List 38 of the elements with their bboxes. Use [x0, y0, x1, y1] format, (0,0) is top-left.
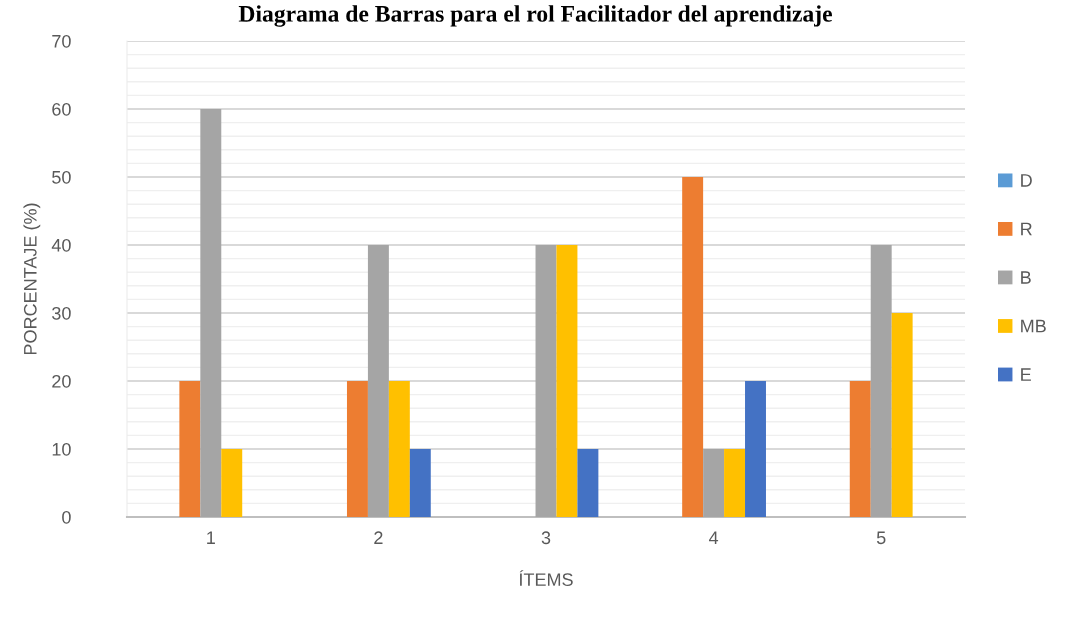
bar — [221, 449, 243, 517]
bar — [556, 245, 578, 517]
legend-label: MB — [1021, 319, 1046, 333]
x-tick-label: 5 — [876, 531, 886, 545]
y-tick-label: 10 — [52, 442, 71, 456]
bar — [577, 449, 599, 517]
y-tick-label: 0 — [62, 510, 71, 524]
bar — [703, 449, 725, 517]
x-tick-label: 1 — [207, 531, 215, 544]
legend-label: D — [1021, 174, 1032, 187]
bar — [367, 245, 389, 517]
y-tick-label: 50 — [52, 170, 71, 184]
x-tick-label: 3 — [541, 531, 551, 545]
bar — [409, 449, 431, 517]
x-tick-label: 2 — [374, 531, 383, 544]
x-axis-title: ÍTEMS — [519, 570, 573, 586]
y-axis-title: PORCENTAJE (%) — [23, 203, 41, 355]
bar — [346, 381, 368, 517]
bar — [179, 381, 201, 517]
chart-title: Diagrama de Barras para el rol Facilitador del aprendizaje — [238, 5, 832, 27]
x-tick-label: 4 — [708, 531, 719, 544]
y-tick-label: 70 — [52, 34, 71, 48]
bar — [388, 381, 410, 517]
legend-label: B — [1021, 271, 1031, 284]
y-tick-label: 20 — [52, 374, 71, 388]
legend-label: R — [1021, 222, 1032, 236]
bar — [870, 245, 892, 517]
bar — [745, 381, 766, 517]
y-tick-label: 60 — [52, 102, 71, 116]
bar — [535, 245, 557, 517]
bar — [849, 381, 871, 517]
bar — [200, 109, 222, 517]
y-tick-label: 30 — [52, 306, 71, 320]
bar — [891, 313, 913, 517]
bar — [682, 177, 704, 517]
y-tick-label: 40 — [51, 238, 71, 252]
legend-label: E — [1021, 368, 1031, 381]
bar — [724, 449, 746, 517]
